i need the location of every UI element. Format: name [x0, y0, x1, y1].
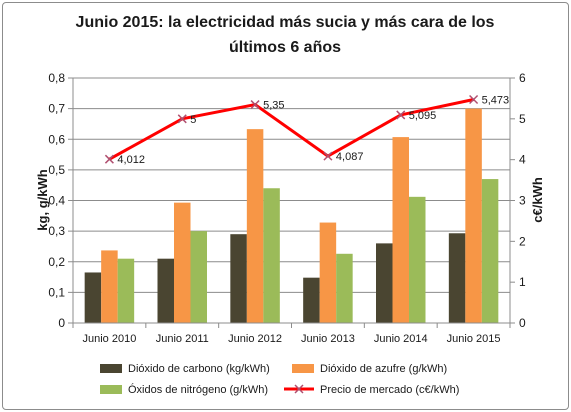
line-data-label: 4,087 — [336, 151, 364, 163]
chart-title-line-2: últimos 6 años — [229, 39, 341, 56]
line-data-label: 5,095 — [409, 110, 437, 122]
y-right-tick-label: 3 — [519, 194, 526, 208]
bar — [409, 196, 426, 323]
marker-stroke — [250, 100, 260, 110]
y-left-tick-label: 0,8 — [48, 71, 65, 85]
y-right-tick-label: 4 — [519, 153, 526, 167]
bar — [230, 234, 247, 323]
marker-stroke — [104, 154, 114, 164]
y-left-tick-label: 0,3 — [48, 224, 65, 238]
legend-swatch — [100, 385, 122, 394]
marker-stroke — [396, 110, 406, 120]
bar — [84, 272, 102, 323]
y-right-tick-label: 2 — [519, 234, 526, 248]
legend-marker — [294, 384, 304, 394]
tick-labels: 0 0,1 0,2 0,3 0,4 0,5 0,6 0,7 0,8 0 1 2 3 4 5 6 Junio 20… — [48, 71, 526, 345]
bar — [336, 253, 353, 323]
y-axis-left-title: kg, g/kWh — [35, 169, 50, 230]
y-left-tick-label: 0,7 — [48, 102, 65, 116]
bar — [376, 243, 393, 323]
y-right-tick-label: 0 — [519, 316, 526, 330]
legend-label: Dióxido de carbono (kg/kWh) — [128, 363, 270, 375]
line-point-marker — [323, 151, 333, 161]
chart-title-line-1: Junio 2015: la electricidad más sucia y … — [76, 14, 495, 31]
bar — [117, 258, 135, 323]
x-tick-label: Junio 2012 — [228, 333, 282, 345]
line-data-label: 5,473 — [482, 95, 510, 107]
bar — [448, 233, 466, 323]
legend-label: Óxidos de nitrógeno (g/kWh) — [128, 383, 268, 396]
x-tick-label: Junio 2011 — [156, 333, 209, 345]
bar — [481, 179, 499, 323]
marker-stroke — [323, 151, 333, 161]
y-left-tick-label: 0 — [58, 316, 65, 330]
legend-swatch — [292, 364, 314, 373]
line-point-marker — [104, 154, 114, 164]
bar — [263, 188, 280, 323]
line-data-label: 4,012 — [117, 154, 145, 166]
bar — [319, 222, 337, 323]
x-tick-label: Junio 2010 — [83, 333, 137, 345]
line-point-marker — [396, 110, 406, 120]
line-point-marker — [250, 100, 260, 110]
price-line — [108, 98, 474, 161]
bar — [392, 137, 409, 323]
legend-label: Precio de mercado (c€/kWh) — [320, 384, 459, 396]
y-left-tick-label: 0,1 — [48, 285, 65, 299]
bar-series — [84, 108, 499, 323]
marker-stroke — [177, 114, 187, 124]
price-line-series: 4,012 5 5,35 4,087 5,095 5,473 — [104, 94, 510, 166]
bar — [157, 258, 174, 323]
axes — [68, 77, 515, 328]
bar — [303, 277, 320, 323]
line-data-label: 5,35 — [263, 100, 284, 112]
marker-stroke — [469, 94, 479, 105]
x-tick-label: Junio 2013 — [301, 333, 355, 345]
y-axis-right-title: c€/kWh — [530, 177, 545, 223]
bar — [246, 129, 264, 323]
line-data-label: 5 — [190, 114, 196, 126]
bar — [174, 202, 191, 323]
line-point-marker — [177, 114, 187, 124]
y-left-tick-label: 0,2 — [48, 255, 65, 269]
legend: Dióxido de carbono (kg/kWh) Dióxido de az… — [100, 363, 459, 396]
bar — [465, 108, 482, 323]
bar — [101, 250, 118, 323]
line-point-marker — [469, 94, 479, 105]
y-right-tick-label: 5 — [519, 112, 526, 126]
legend-label: Dióxido de azufre (g/kWh) — [320, 363, 447, 375]
y-left-tick-label: 0,4 — [48, 194, 65, 208]
x-tick-label: Junio 2015 — [447, 333, 501, 345]
y-right-tick-label: 6 — [519, 71, 526, 85]
y-left-tick-label: 0,5 — [48, 163, 65, 177]
legend-swatch — [100, 364, 122, 373]
bar — [190, 231, 207, 323]
y-right-tick-label: 1 — [519, 275, 526, 289]
gridlines — [73, 77, 510, 293]
x-tick-label: Junio 2014 — [374, 333, 428, 345]
y-left-tick-label: 0,6 — [48, 132, 65, 146]
